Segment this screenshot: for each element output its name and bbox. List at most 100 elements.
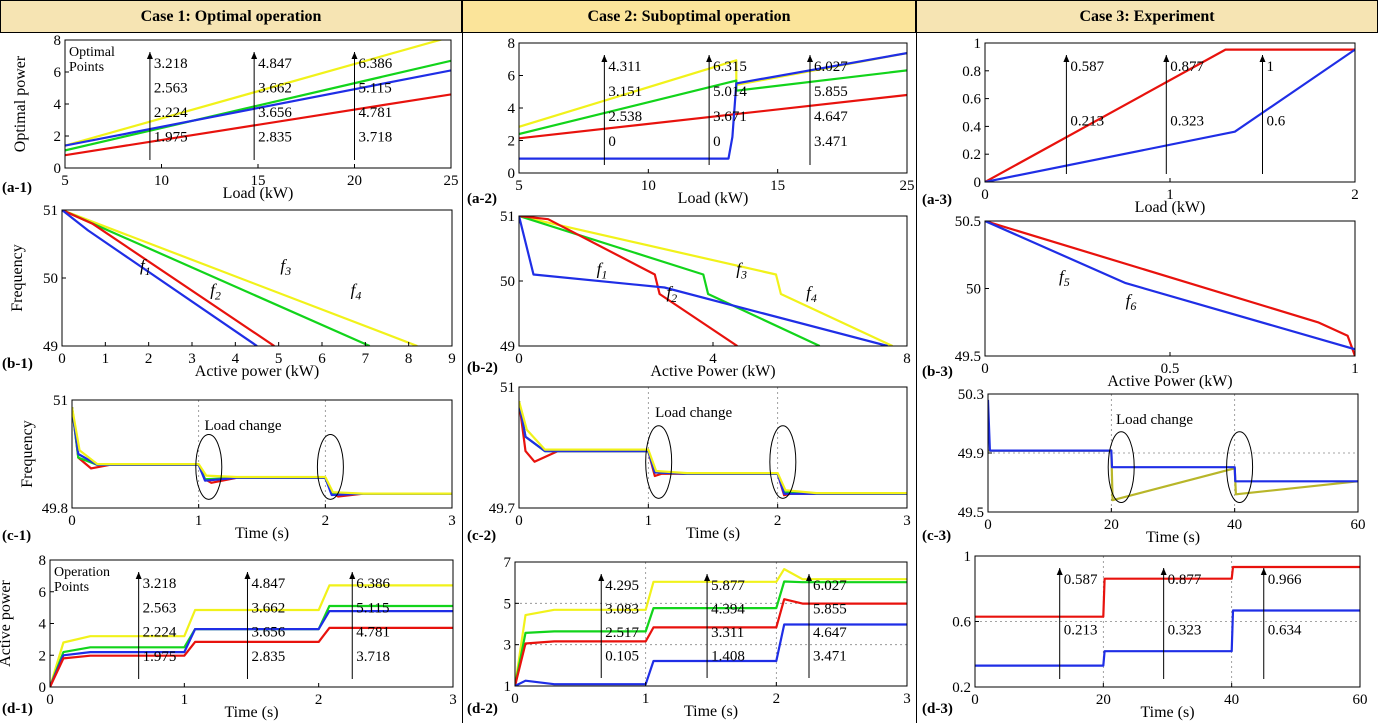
annotation-value: 0.966: [1268, 572, 1302, 588]
chart-a-2: 5 10 15 25 0 2 4 6 8 Load (kW) (a-2) 4.311 3.151 2.53…: [467, 36, 915, 207]
curve-label-subscript: 4: [811, 291, 817, 305]
y-tick-label: 0.2: [952, 680, 971, 696]
series-line-red: [519, 216, 738, 346]
x-tick-label: 1: [642, 691, 650, 707]
x-tick-label: 9: [448, 351, 456, 367]
x-tick-label: 60: [1353, 692, 1368, 708]
x-tick-label: 40: [1227, 517, 1242, 533]
panel-label: (b-2): [467, 360, 498, 376]
series-line-green: [65, 59, 451, 152]
series-group: [50, 584, 453, 687]
annotation-value: 3.656: [251, 625, 285, 641]
annotation-value: 1.975: [143, 649, 177, 665]
y-tick-label: 8: [39, 553, 47, 569]
annotation-header: Operation: [54, 565, 110, 580]
curve-label: f3: [736, 260, 747, 282]
curve-label: f1: [597, 260, 608, 282]
series-line-yellow: [65, 40, 444, 147]
x-tick-label: 0: [58, 351, 66, 367]
arrow-head: [704, 574, 711, 581]
x-tick-label: 0: [515, 351, 523, 367]
x-tick-label: 1: [645, 513, 653, 529]
x-tick-label: 25: [444, 173, 459, 189]
arrow-head: [1259, 55, 1266, 62]
chart-c-1: 0 1 2 3 49.8 51 Time (s) Frequency (c-1) Load cha…: [2, 393, 456, 544]
annotation-value: 0.213: [1064, 623, 1098, 639]
y-tick-label: 2: [508, 134, 516, 150]
annotation-value: 2.835: [251, 649, 285, 665]
x-tick-label: 20: [1096, 692, 1111, 708]
case3-header: Case 3: Experiment: [916, 0, 1378, 33]
case3-title: Case 3: Experiment: [1079, 7, 1215, 25]
annotation-value: 5.877: [711, 578, 745, 594]
annotation-value: 0.105: [605, 649, 639, 665]
annotation-value: 2.563: [154, 81, 188, 97]
panel-label: (b-3): [922, 364, 953, 380]
curve-label: f4: [351, 281, 362, 303]
y-axis-label: Optimal power: [12, 55, 29, 152]
annotation-value: 0.6: [1267, 114, 1286, 130]
y-tick-label: 3: [504, 638, 512, 654]
series-group: [975, 565, 1360, 667]
series-line-yellow: [62, 210, 418, 346]
case1-header: Case 1: Optimal operation: [0, 0, 462, 33]
x-tick-label: 3: [188, 351, 196, 367]
panel-label: (a-2): [467, 191, 497, 207]
y-tick-label: 1: [964, 549, 972, 565]
annotation-value: 3.656: [258, 105, 292, 121]
series-group: [62, 210, 418, 346]
y-tick-label: 49.5: [955, 349, 981, 365]
annotation-value: 0.323: [1170, 114, 1204, 130]
curve-label-subscript: 1: [601, 268, 607, 282]
x-tick-label: 0: [984, 517, 992, 533]
y-tick-label: 50.3: [958, 387, 984, 403]
annotation-value: 3.718: [356, 649, 390, 665]
curve-label-subscript: 5: [1064, 275, 1070, 289]
y-tick-label: 8: [54, 33, 62, 49]
x-tick-label: 20: [1104, 517, 1119, 533]
annotation-value: 3.471: [813, 649, 847, 665]
annotation-value: 6.386: [356, 576, 390, 592]
x-tick-label: 2: [145, 351, 153, 367]
column-divider: [916, 33, 917, 723]
panel-label: (d-1): [2, 701, 33, 717]
x-axis-label: Active Power (kW): [1107, 373, 1232, 390]
panel-label: (b-1): [2, 356, 33, 372]
arrow-head: [349, 572, 356, 579]
annotation-value: 0.877: [1170, 59, 1204, 75]
arrow-head: [244, 572, 251, 579]
panel-label: (a-3): [922, 192, 952, 208]
x-axis-label: Active Power (kW): [650, 363, 775, 380]
x-tick-label: 8: [405, 351, 413, 367]
curve-label-subscript: 3: [740, 268, 747, 282]
load-change-label: Load change: [1116, 412, 1193, 428]
annotation-value: 2.538: [608, 109, 642, 125]
x-tick-label: 0: [971, 692, 979, 708]
annotation-value: 3.471: [814, 134, 848, 150]
annotation-value: 0: [713, 134, 721, 150]
x-axis-label: Active power (kW): [195, 363, 319, 380]
annotation-value: 4.647: [814, 109, 848, 125]
annotation-header: Points: [54, 580, 89, 595]
x-axis-label: Load (kW): [223, 185, 294, 202]
series-line-red: [985, 221, 1355, 356]
series-line-red: [65, 93, 451, 157]
annotation-value: 1.975: [154, 130, 188, 146]
x-tick-label: 40: [1224, 692, 1239, 708]
annotation-value: 3.718: [359, 130, 393, 146]
y-tick-label: 0.4: [962, 119, 981, 135]
series-line-red: [975, 565, 1360, 618]
x-tick-label: 60: [1351, 517, 1366, 533]
series-group: [65, 40, 451, 157]
annotation-value: 5.014: [713, 84, 747, 100]
load-change-ellipse: [769, 425, 797, 499]
arrow-head: [146, 52, 153, 59]
y-tick-label: 2: [54, 129, 62, 145]
annotation-value: 0.323: [1168, 623, 1202, 639]
annotation-value: 1.408: [711, 649, 745, 665]
load-change-ellipse: [645, 425, 673, 499]
series-line-green: [50, 604, 453, 687]
y-tick-label: 0.6: [962, 92, 981, 108]
curve-label: f6: [1126, 291, 1137, 313]
